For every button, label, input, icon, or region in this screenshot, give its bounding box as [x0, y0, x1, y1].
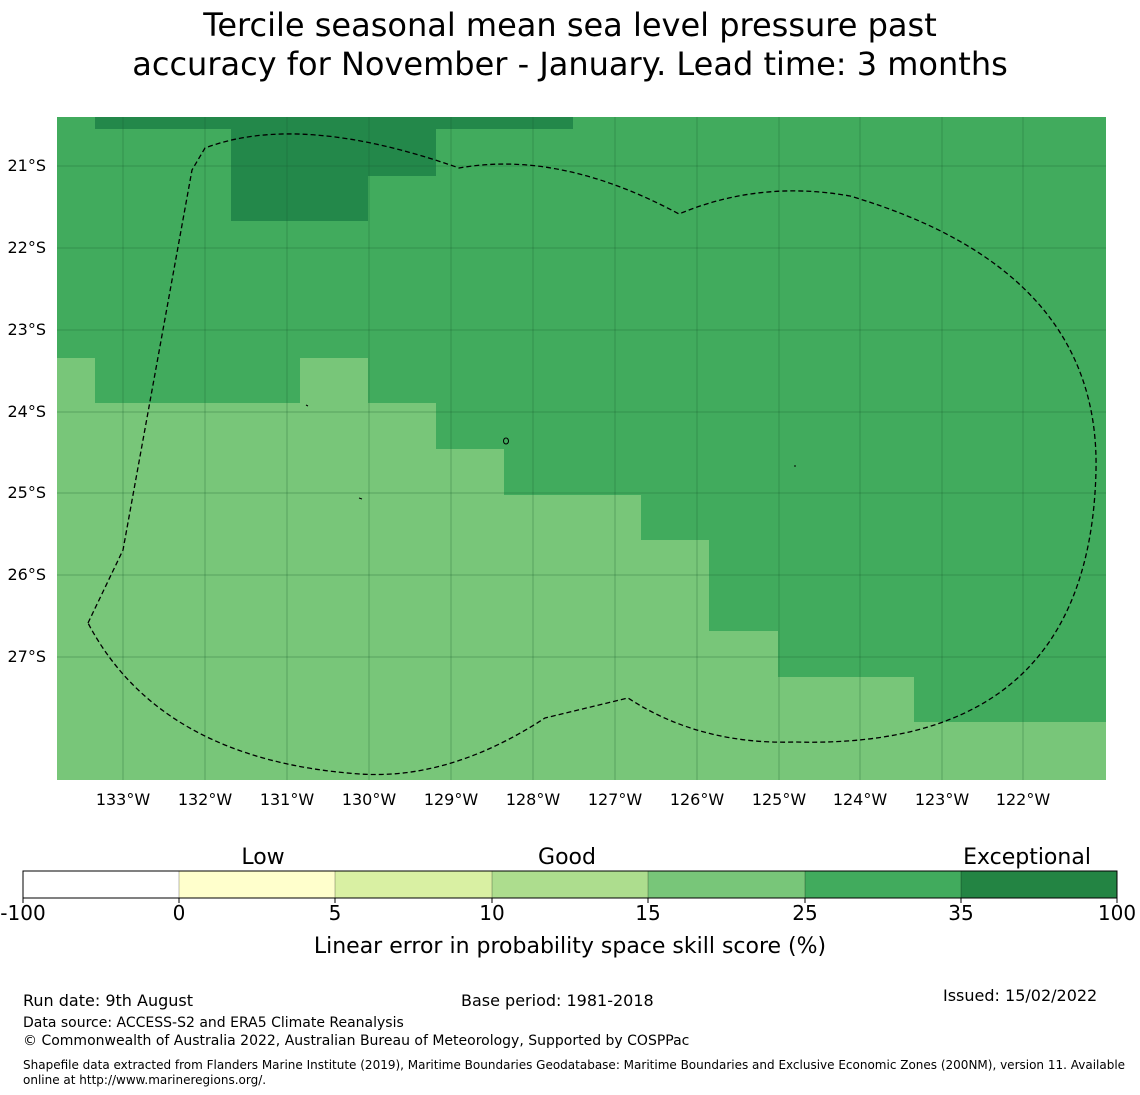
colorbar-segment: [805, 871, 961, 898]
colorbar-segment: [961, 871, 1117, 898]
colorbar-tick-label: 10: [479, 901, 504, 925]
colorbar-category-good: Good: [538, 845, 596, 870]
title-line-2: accuracy for November - January. Lead ti…: [132, 45, 1008, 83]
map-title: Tercile seasonal mean sea level pressure…: [0, 6, 1140, 84]
lon-label: 133°W: [96, 790, 151, 809]
lat-axis-labels: 21°S 22°S 23°S 24°S 25°S 26°S 27°S: [7, 156, 46, 666]
eez-boundary: [87, 133, 1097, 776]
lat-label: 23°S: [7, 320, 46, 339]
colorbar-category-low: Low: [241, 845, 284, 870]
issued-date: Issued: 15/02/2022: [943, 986, 1098, 1005]
colorbar-segment: [179, 871, 335, 898]
colorbar-segment: [335, 871, 492, 898]
colorbar-category-exceptional: Exceptional: [963, 845, 1091, 870]
colorbar-tick-label: -100: [0, 901, 45, 925]
title-line-1: Tercile seasonal mean sea level pressure…: [203, 6, 937, 44]
colorbar-tick-label: 35: [948, 901, 973, 925]
skill-region-mid: [57, 117, 1106, 722]
lon-label: 131°W: [260, 790, 315, 809]
lon-label: 126°W: [670, 790, 725, 809]
colorbar-segment: [648, 871, 805, 898]
colorbar-tick-label: 5: [329, 901, 342, 925]
lon-label: 130°W: [342, 790, 397, 809]
lon-label: 129°W: [424, 790, 479, 809]
shapefile-credit: Shapefile data extracted from Flanders M…: [23, 1058, 1126, 1087]
colorbar-frame: [22, 870, 1118, 899]
lon-label: 128°W: [506, 790, 561, 809]
lon-label: 122°W: [996, 790, 1051, 809]
colorbar-segment: [492, 871, 648, 898]
lat-label: 22°S: [7, 238, 46, 257]
colorbar-tick-label: 15: [635, 901, 660, 925]
lon-axis-labels: 133°W 132°W 131°W 130°W 129°W 128°W 127°…: [96, 790, 1051, 809]
lat-label: 25°S: [7, 483, 46, 502]
lon-label: 125°W: [752, 790, 807, 809]
base-period: Base period: 1981-2018: [461, 991, 654, 1010]
colorbar-tick-label: 100: [1098, 901, 1136, 925]
lon-label: 132°W: [178, 790, 233, 809]
data-source: Data source: ACCESS-S2 and ERA5 Climate …: [23, 1015, 404, 1031]
colorbar-title: Linear error in probability space skill …: [314, 934, 826, 959]
lon-label: 123°W: [915, 790, 970, 809]
colorbar-tick-label: 0: [173, 901, 186, 925]
lat-label: 24°S: [7, 402, 46, 421]
colorbar-segment: [23, 871, 179, 898]
lat-label: 27°S: [7, 647, 46, 666]
lat-label: 26°S: [7, 565, 46, 584]
colorbar: -100 0 5 10 15 25 35 100 Low Good Except…: [0, 845, 1136, 959]
skill-region-dark: [95, 117, 573, 221]
island-markers: [305, 404, 796, 500]
copyright: © Commonwealth of Australia 2022, Austra…: [23, 1033, 690, 1049]
lon-label: 127°W: [588, 790, 643, 809]
run-date: Run date: 9th August: [23, 991, 193, 1010]
map-gridlines: [57, 117, 1106, 780]
lat-label: 21°S: [7, 156, 46, 175]
colorbar-tick-label: 25: [792, 901, 817, 925]
lon-label: 124°W: [833, 790, 888, 809]
